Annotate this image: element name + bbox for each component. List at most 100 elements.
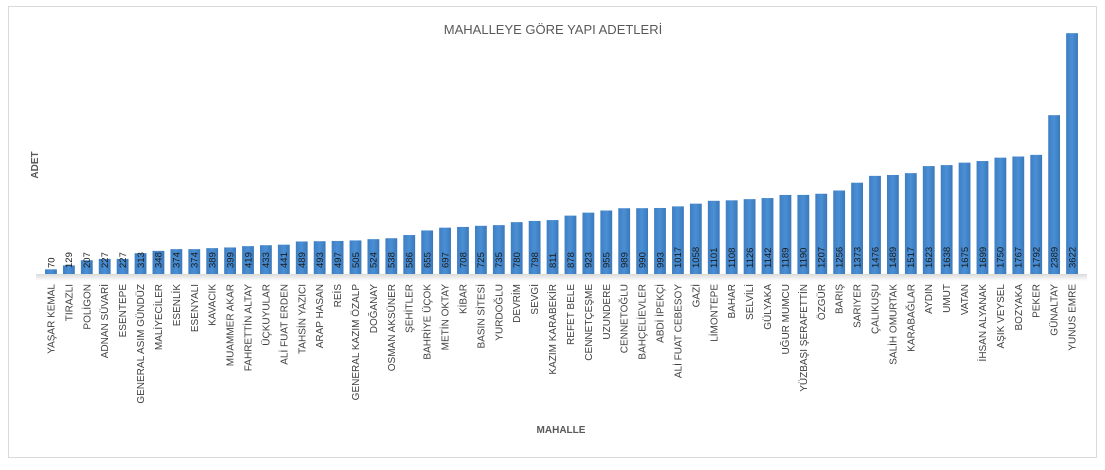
bar — [582, 212, 595, 274]
category-label: YURDOĞLU — [492, 284, 505, 341]
category-label: UMUT — [942, 284, 953, 313]
category-label: BASIN SİTESİ — [474, 284, 487, 348]
bar — [242, 246, 254, 274]
bar — [528, 220, 541, 274]
bar — [224, 247, 236, 274]
category-label: YÜZBAŞI ŞERAFETTİN — [797, 284, 810, 392]
category-label: GÜLYAKA — [762, 284, 774, 330]
bar — [349, 240, 362, 274]
bar — [851, 182, 863, 274]
y-axis-title: ADET — [30, 151, 41, 178]
category-label: TIRAZLI — [64, 284, 75, 321]
category-label: METİN OKTAY — [439, 284, 452, 351]
value-label: 441 — [279, 252, 290, 268]
value-label: 348 — [154, 252, 165, 268]
bar — [564, 215, 577, 274]
bar — [689, 203, 702, 274]
category-label: ESENLİK — [170, 284, 183, 327]
value-label: 1792 — [1032, 247, 1043, 268]
category-label: BARIŞ — [835, 284, 846, 314]
value-label: 419 — [243, 252, 254, 268]
value-label: 505 — [351, 252, 362, 268]
value-label: 780 — [512, 252, 523, 268]
bar — [439, 227, 451, 274]
category-label: YUNUS EMRE — [1068, 284, 1079, 351]
category-label: ÖZGÜR — [816, 284, 828, 320]
bar — [654, 207, 666, 274]
bar — [958, 162, 971, 274]
bar — [672, 206, 684, 274]
value-label: 923 — [584, 252, 595, 268]
value-label: 1058 — [691, 247, 702, 268]
category-label: SALİH OMURTAK — [886, 284, 899, 365]
bar — [421, 230, 434, 274]
value-label: 1750 — [996, 247, 1007, 268]
bar — [367, 239, 380, 274]
category-label: DOĞANAY — [367, 284, 380, 334]
chart-title: MAHALLEYE GÖRE YAPI ADETLERİ — [444, 22, 662, 37]
value-label: 1638 — [942, 247, 953, 268]
category-label: İHSAN ALYANAK — [976, 284, 989, 362]
value-label: 697 — [440, 252, 451, 268]
category-label: ADNAN SÜVARİ — [98, 284, 111, 358]
value-label: 313 — [136, 252, 147, 268]
bar — [725, 200, 738, 274]
value-label: 493 — [315, 252, 326, 268]
category-label: BAHAR — [727, 284, 738, 318]
bar — [188, 249, 201, 274]
bar — [152, 250, 165, 274]
bar — [492, 225, 505, 274]
value-label: 1675 — [960, 247, 971, 268]
bar — [743, 199, 756, 274]
value-label: 798 — [530, 252, 541, 268]
value-labels-group: 70 129 207 227 227 313 348 374 374 389 399 419 433 44… — [46, 247, 1078, 268]
value-label: 1256 — [834, 247, 845, 268]
bar — [886, 175, 899, 274]
category-label: OSMAN AKSÜNER — [386, 284, 398, 371]
value-label: 489 — [297, 252, 308, 268]
value-label: 524 — [369, 252, 380, 268]
bar — [277, 244, 290, 274]
category-labels-group: YAŞAR KEMAL TIRAZLI POLİGON ADNAN SÜVARİ ESE… — [46, 284, 1078, 404]
category-label: MUAMMER AKAR — [226, 284, 237, 366]
bar — [134, 253, 147, 274]
bar — [403, 235, 416, 274]
category-label: ALİ FUAT CEBESOY — [671, 284, 684, 378]
value-label: 1699 — [978, 247, 989, 268]
category-label: FAHRETTİN ALTAY — [242, 284, 255, 372]
bar — [457, 226, 469, 274]
category-label: UĞUR MUMCU — [779, 284, 792, 355]
value-label: 2389 — [1049, 247, 1060, 268]
category-label: VATAN — [960, 284, 971, 315]
value-label: 1126 — [745, 248, 756, 268]
value-label: 129 — [64, 252, 75, 268]
bar — [761, 198, 774, 274]
value-label: 1207 — [817, 247, 828, 268]
value-label: 1142 — [763, 248, 774, 268]
bar — [618, 208, 631, 274]
bars-group — [45, 33, 1078, 274]
category-label: ÜÇKUYULAR — [260, 284, 272, 346]
value-label: 374 — [190, 252, 201, 268]
category-label: DEVRİM — [510, 284, 523, 323]
value-label: 3622 — [1067, 247, 1078, 268]
category-label: KİBAR — [456, 284, 469, 314]
plot-floor — [36, 274, 1087, 281]
value-label: 1373 — [852, 247, 863, 268]
category-label: YAŞAR KEMAL — [46, 284, 57, 354]
bar — [815, 193, 828, 274]
category-label: SARIYER — [853, 284, 864, 328]
value-label: 1489 — [888, 247, 899, 268]
bar — [546, 220, 559, 274]
x-axis-title: MAHALLE — [537, 425, 586, 436]
bar — [116, 258, 129, 274]
value-label: 389 — [207, 252, 218, 268]
bar — [45, 269, 57, 274]
category-label: AŞIK VEYSEL — [996, 284, 1007, 349]
category-label: KAZIM KARABEKİR — [546, 284, 559, 375]
value-label: 1767 — [1014, 247, 1025, 268]
value-label: 70 — [46, 257, 57, 268]
category-label: ARAP HASAN — [315, 284, 326, 348]
category-label: ESENYALI — [190, 284, 201, 332]
category-label: GENERAL KAZIM ÖZALP — [350, 284, 362, 401]
